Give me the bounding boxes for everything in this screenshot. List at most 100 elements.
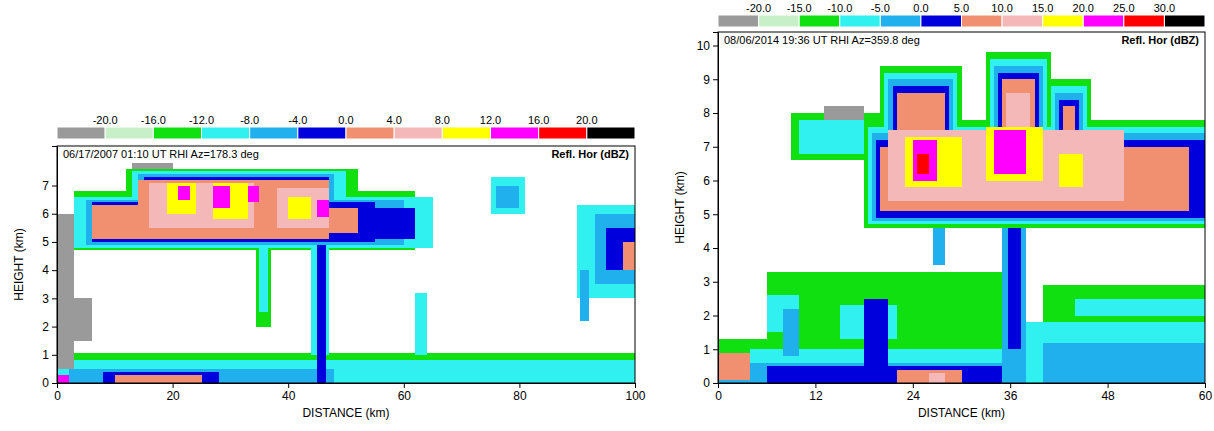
cell (115, 375, 202, 383)
y-tick-mark (52, 214, 57, 215)
y-tick: 3 (42, 292, 57, 306)
cell (623, 242, 635, 270)
cells (57, 163, 635, 383)
cell (57, 353, 635, 383)
colorbar-label: -15.0 (787, 2, 812, 14)
plot-background (57, 146, 635, 383)
x-tick: 0 (715, 383, 722, 403)
y-tick-label: 0 (703, 376, 710, 390)
y-axis: 01234567 (42, 147, 57, 391)
colorbar-box (587, 127, 635, 139)
cell (57, 360, 635, 383)
y-tick-mark (713, 79, 718, 80)
y-tick-label: 1 (42, 348, 49, 362)
x-tick: 12 (809, 383, 823, 403)
cell (994, 130, 1026, 174)
cell (277, 188, 329, 228)
cell (69, 369, 335, 383)
cell (149, 183, 253, 228)
cell (1043, 285, 1205, 322)
cell (57, 214, 74, 369)
cell (767, 272, 1027, 340)
y-tick-mark (713, 316, 718, 317)
y-tick: 0 (42, 376, 57, 390)
x-tick-label: 12 (809, 389, 823, 403)
colorbar-box (880, 15, 921, 27)
colorbar-box (491, 127, 539, 139)
y-tick-label: 8 (703, 106, 710, 120)
cell (1075, 299, 1205, 316)
y-tick-mark (713, 282, 718, 283)
y-tick: 10 (697, 39, 718, 53)
header-quantity: Refl. Hor (dBZ) (1121, 34, 1199, 46)
x-tick: 60 (1199, 383, 1213, 403)
cell (905, 137, 962, 188)
x-tick-mark (815, 383, 816, 388)
cell (606, 228, 635, 270)
x-tick-label: 60 (1199, 389, 1213, 403)
cell (718, 353, 750, 380)
x-tick-label: 24 (907, 389, 921, 403)
cell (1008, 214, 1021, 349)
cell (317, 200, 329, 217)
colorbar-box (1043, 15, 1084, 27)
cell (897, 370, 962, 384)
y-axis-line (713, 33, 719, 384)
colorbar: -20.0-16.0-12.0-8.0-4.00.04.08.012.016.0… (57, 114, 635, 139)
y-tick-mark (713, 248, 718, 249)
x-axis-line (58, 384, 636, 389)
colorbar-box (153, 127, 201, 139)
y-tick-mark (713, 383, 718, 384)
colorbar-label: -20.0 (93, 114, 118, 126)
cell (103, 372, 219, 383)
y-tick-label: 7 (42, 179, 49, 193)
y-tick: 5 (42, 235, 57, 249)
x-axis-line (719, 384, 1206, 389)
y-tick-label: 4 (703, 241, 710, 255)
y-tick-label: 2 (703, 309, 710, 323)
cell (595, 214, 635, 285)
colorbar-label: -8.0 (240, 114, 259, 126)
cell (259, 248, 268, 313)
panel: 08/06/2014 19:36 UT RHI Az=359.8 degRefl… (673, 2, 1212, 420)
colorbar-label: 30.0 (1154, 2, 1175, 14)
y-tick-label: 6 (703, 174, 710, 188)
colorbar-box (298, 127, 346, 139)
cell (824, 106, 865, 120)
cell (92, 205, 138, 239)
x-tick-label: 20 (166, 389, 180, 403)
y-tick-label: 0 (42, 376, 49, 390)
colorbar-label: -4.0 (288, 114, 307, 126)
cell (917, 154, 929, 174)
colorbar-box (1124, 15, 1165, 27)
plot-background (718, 32, 1205, 383)
cell (213, 183, 248, 220)
colorbar-box (799, 15, 840, 27)
y-tick-mark (713, 349, 718, 350)
x-tick-mark (913, 383, 914, 388)
cell (329, 208, 358, 233)
x-axis-title: DISTANCE (km) (302, 406, 389, 420)
x-tick-label: 100 (625, 389, 645, 403)
colorbar-box (346, 127, 394, 139)
y-tick-mark (713, 113, 718, 114)
cell (288, 197, 311, 220)
x-tick-mark (1010, 383, 1011, 388)
cell (1059, 154, 1083, 188)
y-tick-mark (713, 46, 718, 47)
y-tick: 2 (42, 320, 57, 334)
figure: 06/17/2007 01:10 UT RHI Az=178.3 degRefl… (0, 0, 1214, 431)
y-tick-label: 1 (703, 343, 710, 357)
cell (864, 299, 888, 367)
y-tick: 7 (42, 179, 57, 193)
y-axis-line (52, 147, 58, 384)
y-tick-mark (52, 242, 57, 243)
colorbar-box (921, 15, 962, 27)
cell (1002, 208, 1026, 367)
cell (138, 180, 329, 239)
cell (913, 140, 937, 181)
colorbar-box (394, 127, 442, 139)
x-tick-label: 36 (1004, 389, 1018, 403)
y-tick-label: 5 (42, 235, 49, 249)
cell (317, 245, 326, 383)
